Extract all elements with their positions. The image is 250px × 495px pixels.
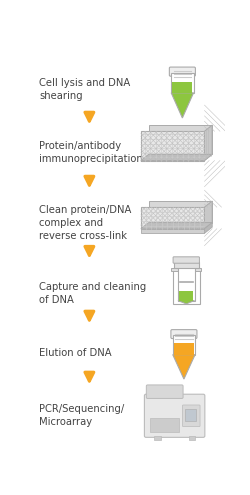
Polygon shape [171,93,194,118]
Bar [150,418,178,432]
Text: Protein/antibody
immunoprecipitation: Protein/antibody immunoprecipitation [39,141,143,164]
Bar [179,291,193,300]
Polygon shape [178,300,194,304]
Bar [174,343,194,354]
Polygon shape [204,223,212,233]
Bar [141,207,204,229]
Text: PCR/Sequencing/
Microarray: PCR/Sequencing/ Microarray [39,404,124,427]
FancyBboxPatch shape [182,405,200,427]
FancyBboxPatch shape [171,330,197,339]
FancyBboxPatch shape [144,394,205,438]
Text: Elution of DNA: Elution of DNA [39,348,112,358]
Bar [172,82,192,93]
Bar [189,436,195,440]
Bar [149,125,212,154]
Bar [154,436,160,440]
Polygon shape [141,154,212,160]
Polygon shape [173,354,195,379]
Polygon shape [141,223,212,229]
Bar [173,335,195,354]
Bar [173,268,200,304]
Bar [171,73,194,93]
Polygon shape [204,125,212,160]
Bar [174,262,199,268]
FancyBboxPatch shape [146,385,183,398]
FancyBboxPatch shape [173,257,200,263]
Bar [141,131,204,160]
Text: Cell lysis and DNA
shearing: Cell lysis and DNA shearing [39,78,130,101]
Bar [171,268,202,271]
Bar [185,409,196,421]
Text: Capture and cleaning
of DNA: Capture and cleaning of DNA [39,282,146,305]
Text: Clean protein/DNA
complex and
reverse cross-link: Clean protein/DNA complex and reverse cr… [39,205,132,242]
Polygon shape [204,201,212,229]
Bar [149,201,212,223]
Bar [178,267,194,300]
Bar [141,229,204,233]
FancyBboxPatch shape [169,67,196,76]
